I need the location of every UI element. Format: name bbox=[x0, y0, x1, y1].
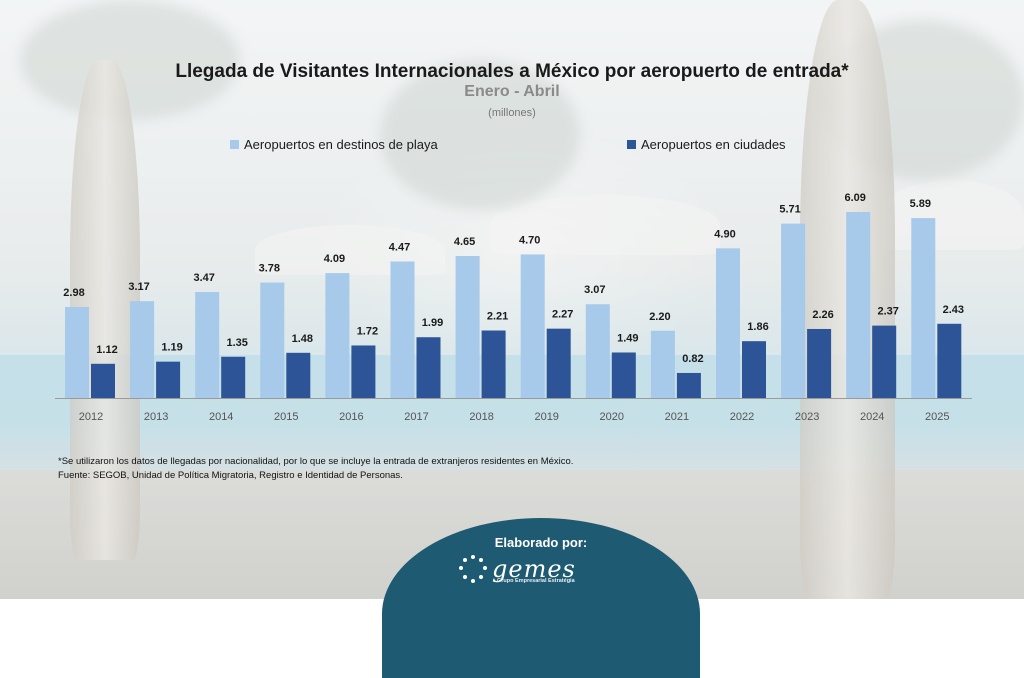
data-label-ciudades-2024: 2.37 bbox=[877, 306, 898, 318]
bar-playa-2013 bbox=[130, 301, 155, 398]
background-palm-frond bbox=[380, 60, 580, 210]
bar-playa-2025 bbox=[911, 218, 936, 398]
bar-ciudades-2025 bbox=[937, 323, 962, 398]
data-label-ciudades-2016: 1.72 bbox=[357, 325, 378, 337]
bar-ciudades-2013 bbox=[156, 361, 181, 398]
bar-ciudades-2021 bbox=[676, 372, 701, 398]
data-label-ciudades-2012: 1.12 bbox=[96, 344, 117, 356]
x-tick-label-2012: 2012 bbox=[79, 411, 103, 423]
data-label-playa-2017: 4.47 bbox=[389, 241, 410, 253]
x-tick-label-2019: 2019 bbox=[534, 411, 558, 423]
footer-label: Elaborado por: bbox=[494, 535, 588, 550]
bar-ciudades-2023 bbox=[807, 328, 832, 398]
data-label-playa-2015: 3.78 bbox=[259, 263, 280, 275]
data-label-playa-2022: 4.90 bbox=[714, 228, 735, 240]
brand-name: gemes bbox=[492, 555, 576, 583]
source-note: Fuente: SEGOB, Unidad de Política Migrat… bbox=[58, 470, 403, 481]
bar-playa-2023 bbox=[781, 223, 806, 398]
bar-playa-2017 bbox=[390, 261, 415, 398]
legend-swatch-playa bbox=[230, 140, 239, 149]
x-tick-label-2021: 2021 bbox=[665, 411, 689, 423]
x-tick-label-2017: 2017 bbox=[404, 411, 428, 423]
legend-item-ciudades: Aeropuertos en ciudades bbox=[627, 137, 786, 152]
chart-subtitle: Enero - Abril bbox=[464, 83, 560, 100]
footnote: *Se utilizaron los datos de llegadas por… bbox=[58, 456, 574, 467]
legend-item-playa: Aeropuertos en destinos de playa bbox=[230, 137, 438, 152]
data-label-ciudades-2017: 1.99 bbox=[422, 317, 443, 329]
bar-ciudades-2019 bbox=[546, 328, 571, 398]
bar-ciudades-2018 bbox=[481, 330, 506, 398]
bar-ciudades-2022 bbox=[742, 341, 766, 398]
x-tick-label-2015: 2015 bbox=[274, 411, 298, 423]
data-label-playa-2013: 3.17 bbox=[128, 281, 149, 293]
x-tick-label-2024: 2024 bbox=[860, 411, 884, 423]
data-label-playa-2024: 6.09 bbox=[844, 192, 865, 204]
x-tick-label-2018: 2018 bbox=[469, 411, 493, 423]
data-label-ciudades-2022: 1.86 bbox=[747, 321, 768, 333]
bar-playa-2020 bbox=[585, 304, 610, 398]
data-label-playa-2020: 3.07 bbox=[584, 284, 605, 296]
bar-playa-2012 bbox=[65, 306, 89, 398]
bar-ciudades-2016 bbox=[351, 345, 376, 398]
x-tick-label-2014: 2014 bbox=[209, 411, 233, 423]
bar-ciudades-2015 bbox=[286, 352, 311, 398]
brand-dots-icon bbox=[459, 555, 487, 583]
data-label-ciudades-2021: 0.82 bbox=[682, 353, 703, 365]
x-tick-label-2023: 2023 bbox=[795, 411, 819, 423]
data-label-ciudades-2015: 1.48 bbox=[292, 333, 313, 345]
x-tick-label-2016: 2016 bbox=[339, 411, 363, 423]
x-tick-label-2022: 2022 bbox=[730, 411, 754, 423]
data-label-playa-2016: 4.09 bbox=[324, 253, 345, 265]
legend-swatch-ciudades bbox=[627, 140, 636, 149]
data-label-ciudades-2013: 1.19 bbox=[161, 342, 182, 354]
background-palm-frond bbox=[20, 0, 240, 120]
chart-units: (millones) bbox=[488, 107, 536, 119]
data-label-playa-2014: 3.47 bbox=[193, 272, 214, 284]
bar-playa-2016 bbox=[325, 273, 350, 398]
x-tick-label-2020: 2020 bbox=[600, 411, 624, 423]
data-label-playa-2018: 4.65 bbox=[454, 236, 475, 248]
bar-playa-2014 bbox=[195, 292, 220, 398]
x-tick-label-2025: 2025 bbox=[925, 411, 949, 423]
data-label-ciudades-2018: 2.21 bbox=[487, 311, 508, 323]
bar-ciudades-2012 bbox=[91, 363, 115, 398]
chart-title: Llegada de Visitantes Internacionales a … bbox=[175, 61, 849, 82]
bar-playa-2022 bbox=[716, 248, 740, 398]
data-label-playa-2019: 4.70 bbox=[519, 234, 540, 246]
bar-ciudades-2024 bbox=[872, 325, 897, 398]
brand-tagline: Grupo Empresarial Estratégia bbox=[497, 578, 575, 584]
bar-playa-2018 bbox=[455, 255, 480, 398]
bar-ciudades-2014 bbox=[221, 356, 246, 398]
background-umbrella bbox=[880, 180, 1024, 250]
bar-playa-2024 bbox=[846, 212, 871, 398]
data-label-playa-2012: 2.98 bbox=[63, 287, 84, 299]
data-label-playa-2021: 2.20 bbox=[649, 311, 670, 323]
data-label-ciudades-2020: 1.49 bbox=[617, 332, 638, 344]
data-label-ciudades-2014: 1.35 bbox=[226, 337, 247, 349]
bar-ciudades-2017 bbox=[416, 337, 441, 398]
bar-chart: 2.98 1.12 2012 3.17 1.19 2013 3.47 1.35 2014 3.78… bbox=[55, 192, 972, 423]
x-tick-label-2013: 2013 bbox=[144, 411, 168, 423]
data-label-playa-2025: 5.89 bbox=[910, 198, 931, 210]
legend-label-ciudades: Aeropuertos en ciudades bbox=[641, 137, 786, 152]
background-umbrella bbox=[490, 195, 720, 255]
bar-playa-2021 bbox=[650, 330, 675, 398]
data-label-playa-2023: 5.71 bbox=[779, 204, 800, 216]
data-label-ciudades-2023: 2.26 bbox=[812, 309, 833, 321]
brand-logo: gemes bbox=[458, 551, 618, 587]
data-label-ciudades-2019: 2.27 bbox=[552, 309, 573, 321]
legend-label-playa: Aeropuertos en destinos de playa bbox=[244, 137, 438, 152]
bar-playa-2015 bbox=[260, 282, 285, 398]
bar-ciudades-2020 bbox=[611, 352, 636, 398]
bar-playa-2019 bbox=[520, 254, 545, 398]
data-label-ciudades-2025: 2.43 bbox=[943, 304, 964, 316]
